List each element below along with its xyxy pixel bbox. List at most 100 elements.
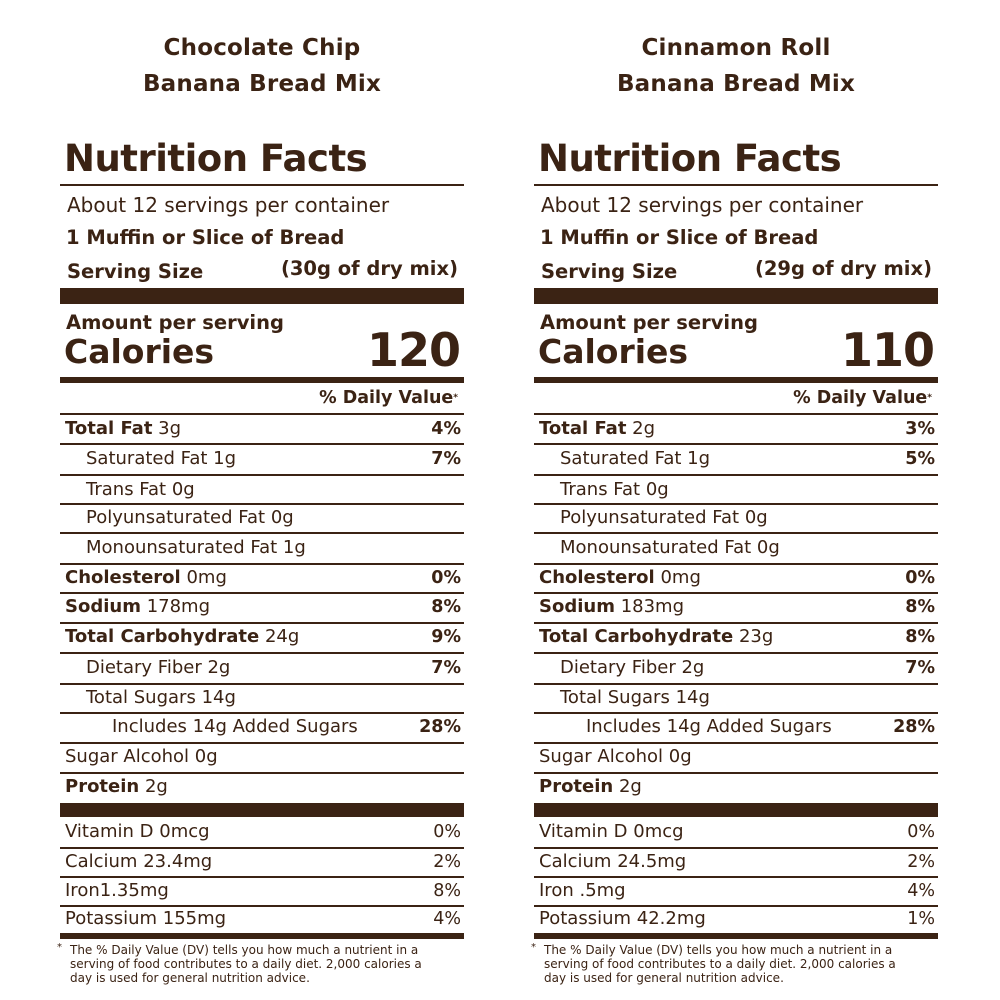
nutrient-row-dietary-fiber: Dietary Fiber 2g 7% bbox=[60, 653, 464, 683]
divider bbox=[534, 443, 938, 445]
divider bbox=[534, 683, 938, 685]
bottom-divider bbox=[534, 933, 938, 939]
nutrient-dv: 5% bbox=[905, 449, 935, 469]
nutrient-name: Total Fat bbox=[539, 418, 627, 439]
nutrient-amount: 24g bbox=[264, 626, 300, 647]
nutrient-row-total-fat: Total Fat 2g 3% bbox=[534, 414, 938, 444]
nutrient-dv: 7% bbox=[431, 449, 461, 469]
divider bbox=[60, 683, 464, 685]
nutrition-label-chocolate-chip: Chocolate Chip Banana Bread Mix Nutritio… bbox=[57, 0, 464, 1000]
nutrient-dv: 9% bbox=[431, 627, 461, 647]
nutrient-amount: 3g bbox=[158, 418, 182, 439]
nutrient-dv: 8% bbox=[905, 627, 935, 647]
product-type: Banana Bread Mix bbox=[142, 71, 382, 97]
divider bbox=[60, 905, 464, 907]
divider bbox=[534, 503, 938, 505]
nutrient-name: Dietary Fiber bbox=[86, 657, 202, 678]
divider bbox=[534, 876, 938, 878]
nutrient-name: Sugar Alcohol bbox=[539, 746, 664, 767]
nutrient-dv: 28% bbox=[419, 717, 461, 737]
serving-size-value: (30g of dry mix) bbox=[280, 257, 458, 280]
serving-size-value: (29g of dry mix) bbox=[754, 257, 932, 280]
vitamin-row-vitamin-d: Vitamin D 0mcg 0% bbox=[60, 817, 464, 847]
nutrient-name: Polyunsaturated Fat bbox=[86, 507, 266, 528]
bottom-divider bbox=[60, 933, 464, 939]
calories-value: 120 bbox=[366, 323, 461, 377]
footnote-text: The % Daily Value (DV) tells you how muc… bbox=[544, 943, 896, 985]
divider bbox=[534, 592, 938, 594]
divider bbox=[60, 847, 464, 849]
nutrient-dv: 3% bbox=[905, 419, 935, 439]
divider bbox=[534, 905, 938, 907]
vitamin-name: Iron bbox=[65, 880, 100, 901]
thick-divider bbox=[534, 803, 938, 817]
nutrient-row-polyunsaturated-fat: Polyunsaturated Fat 0g bbox=[534, 503, 938, 533]
divider bbox=[60, 532, 464, 534]
nutrition-facts-title: Nutrition Facts bbox=[538, 137, 842, 180]
vitamin-row-vitamin-d: Vitamin D 0mcg 0% bbox=[534, 817, 938, 847]
nutrient-name: Total Sugars bbox=[86, 687, 196, 708]
vitamin-name: Calcium bbox=[539, 851, 612, 872]
divider bbox=[534, 712, 938, 714]
medium-divider bbox=[534, 377, 938, 383]
nutrient-row-sugar-alcohol: Sugar Alcohol 0g bbox=[534, 742, 938, 772]
nutrient-row-total-sugars: Total Sugars 14g bbox=[60, 683, 464, 713]
daily-value-header: % Daily Value* bbox=[793, 386, 932, 410]
nutrient-dv: 8% bbox=[431, 597, 461, 617]
vitamin-dv: 1% bbox=[907, 909, 935, 929]
footnote: * The % Daily Value (DV) tells you how m… bbox=[531, 942, 938, 985]
nutrient-dv: 7% bbox=[905, 658, 935, 678]
product-heading: Cinnamon Roll Banana Bread Mix bbox=[534, 30, 938, 102]
nutrient-row-cholesterol: Cholesterol 0mg 0% bbox=[60, 563, 464, 593]
nutrient-row-total-carbohydrate: Total Carbohydrate 24g 9% bbox=[60, 622, 464, 652]
nutrient-name: Dietary Fiber bbox=[560, 657, 676, 678]
nutrient-row-trans-fat: Trans Fat 0g bbox=[534, 475, 938, 505]
nutrient-dv: 0% bbox=[905, 568, 935, 588]
serving-size-label: Serving Size bbox=[67, 260, 204, 283]
nutrient-row-sugar-alcohol: Sugar Alcohol 0g bbox=[60, 742, 464, 772]
nutrient-amount: 2g bbox=[618, 776, 642, 797]
medium-divider bbox=[60, 377, 464, 383]
nutrient-name: Includes 14g Added Sugars bbox=[112, 716, 358, 737]
nutrient-dv: 0% bbox=[431, 568, 461, 588]
nutrient-row-added-sugars: Includes 14g Added Sugars 28% bbox=[534, 712, 938, 742]
divider bbox=[534, 563, 938, 565]
divider bbox=[60, 503, 464, 505]
nutrient-name: Trans Fat bbox=[560, 479, 641, 500]
nutrient-amount: 14g bbox=[201, 687, 236, 708]
amount-per-serving: Amount per serving bbox=[540, 311, 758, 334]
product-heading: Chocolate Chip Banana Bread Mix bbox=[60, 30, 464, 102]
divider bbox=[534, 474, 938, 476]
vitamin-dv: 4% bbox=[907, 881, 935, 901]
nutrient-amount: 0g bbox=[668, 746, 692, 767]
vitamin-dv: 2% bbox=[907, 852, 935, 872]
nutrient-name: Cholesterol bbox=[65, 567, 181, 588]
nutrient-amount: 0g bbox=[645, 479, 669, 500]
vitamin-dv: 4% bbox=[433, 909, 461, 929]
nutrient-amount: 2g bbox=[207, 657, 231, 678]
nutrient-name: Total Carbohydrate bbox=[539, 626, 734, 647]
vitamin-dv: 2% bbox=[433, 852, 461, 872]
calories-label: Calories bbox=[64, 332, 215, 371]
divider bbox=[534, 742, 938, 744]
vitamin-amount: 0mcg bbox=[159, 821, 210, 842]
divider bbox=[534, 622, 938, 624]
nutrient-name: Monounsaturated Fat bbox=[86, 537, 278, 558]
nutrient-name: Saturated Fat bbox=[86, 448, 208, 469]
divider bbox=[60, 772, 464, 774]
serving-description: 1 Muffin or Slice of Bread bbox=[540, 226, 819, 249]
nutrient-row-saturated-fat: Saturated Fat 1g 5% bbox=[534, 444, 938, 474]
nutrient-name: Total Carbohydrate bbox=[65, 626, 260, 647]
nutrient-amount: 0mg bbox=[186, 567, 227, 588]
nutrient-amount: 0g bbox=[171, 479, 195, 500]
divider bbox=[60, 443, 464, 445]
divider bbox=[60, 184, 464, 186]
nutrient-amount: 0g bbox=[270, 507, 294, 528]
nutrient-amount: 178mg bbox=[146, 596, 211, 617]
vitamin-dv: 0% bbox=[433, 822, 461, 842]
product-name: Cinnamon Roll bbox=[641, 35, 831, 61]
nutrient-amount: 0mg bbox=[660, 567, 701, 588]
nutrition-facts-title: Nutrition Facts bbox=[64, 137, 368, 180]
thick-divider bbox=[60, 288, 464, 304]
daily-value-text: % Daily Value bbox=[793, 388, 928, 408]
